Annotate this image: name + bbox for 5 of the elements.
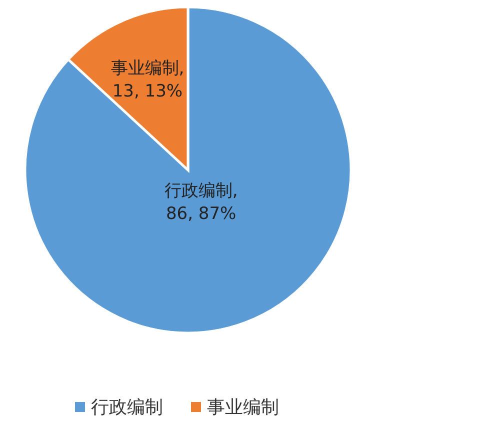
- data-label: 事业编制, 13, 13%: [110, 58, 184, 102]
- pie-slice: [24, 6, 352, 334]
- legend-label: 行政编制: [91, 397, 163, 418]
- data-label: 行政编制, 86, 87%: [164, 180, 238, 224]
- legend-label: 事业编制: [207, 397, 279, 418]
